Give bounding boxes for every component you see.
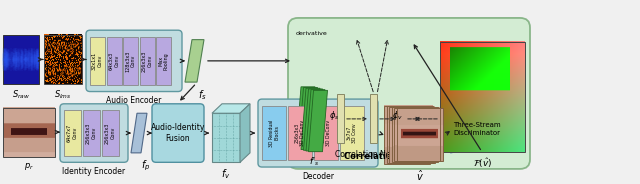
Text: 256x3x3
3D DeConv: 256x3x3 3D DeConv <box>294 120 305 146</box>
Text: 64x3x3
Conv: 64x3x3 Conv <box>109 52 120 70</box>
Text: Correlation Loss: Correlation Loss <box>344 152 422 161</box>
FancyBboxPatch shape <box>86 30 182 91</box>
Bar <box>102 110 119 156</box>
Polygon shape <box>296 87 315 148</box>
Text: 128x3x3
3D DeConv: 128x3x3 3D DeConv <box>321 120 332 146</box>
Polygon shape <box>212 104 250 113</box>
Polygon shape <box>451 106 509 153</box>
Text: $p_r$: $p_r$ <box>24 161 34 172</box>
Bar <box>3 108 55 157</box>
Polygon shape <box>185 40 204 82</box>
FancyBboxPatch shape <box>152 104 204 162</box>
Bar <box>370 94 377 144</box>
FancyBboxPatch shape <box>258 99 378 167</box>
Bar <box>384 106 430 164</box>
Text: 128x3x3
Conv: 128x3x3 Conv <box>125 50 136 72</box>
Text: derivative: derivative <box>296 31 328 36</box>
FancyBboxPatch shape <box>60 104 128 162</box>
Text: 256x3x3
Conv: 256x3x3 Conv <box>141 50 152 72</box>
Polygon shape <box>131 113 147 153</box>
Text: $S_{raw}$: $S_{raw}$ <box>12 89 30 101</box>
Text: $\mathcal{F}(\hat{v})$: $\mathcal{F}(\hat{v})$ <box>474 157 493 170</box>
Polygon shape <box>240 104 250 162</box>
Bar <box>440 42 525 152</box>
Bar <box>44 35 82 84</box>
Bar <box>389 107 435 163</box>
Text: $\hat{v}$: $\hat{v}$ <box>415 169 424 183</box>
Polygon shape <box>298 88 317 149</box>
Text: Decoder: Decoder <box>302 172 334 181</box>
Text: $\phi_v$: $\phi_v$ <box>392 109 404 122</box>
Bar <box>64 110 81 156</box>
Text: 256x3x3
Conv: 256x3x3 Conv <box>86 122 97 144</box>
Bar <box>83 110 100 156</box>
Text: Max
Pooling: Max Pooling <box>158 52 169 70</box>
Bar <box>392 107 438 162</box>
Text: Three-Stream
Discriminator: Three-Stream Discriminator <box>452 122 500 136</box>
Bar <box>123 37 138 85</box>
FancyBboxPatch shape <box>288 18 530 169</box>
Text: $f'_s$: $f'_s$ <box>308 156 319 168</box>
Text: Identity Encoder: Identity Encoder <box>63 167 125 176</box>
Bar <box>106 37 122 85</box>
Bar <box>314 106 338 160</box>
Text: 3D Residual
Blocks: 3D Residual Blocks <box>269 119 280 147</box>
Bar <box>337 94 344 144</box>
Polygon shape <box>308 90 328 152</box>
Text: $f_p$: $f_p$ <box>141 159 150 173</box>
Bar <box>212 113 240 162</box>
Bar <box>340 106 364 160</box>
Bar <box>262 106 286 160</box>
Bar <box>156 37 171 85</box>
Text: $\phi_s$: $\phi_s$ <box>329 109 339 122</box>
Bar <box>387 106 433 164</box>
Text: $f_v$: $f_v$ <box>221 167 231 181</box>
Text: $S_{lms}$: $S_{lms}$ <box>54 89 72 101</box>
Text: 256x3x3
Conv: 256x3x3 Conv <box>105 122 116 144</box>
Bar <box>394 108 440 161</box>
Bar <box>90 37 105 85</box>
Text: 32x1x1
Conv: 32x1x1 Conv <box>92 52 103 70</box>
Polygon shape <box>301 88 320 150</box>
Polygon shape <box>306 90 325 151</box>
Text: Audio Encoder: Audio Encoder <box>106 96 162 105</box>
Text: Correlation Networks: Correlation Networks <box>335 151 417 160</box>
Bar <box>140 37 154 85</box>
Text: Audio-Identity
Fusion: Audio-Identity Fusion <box>151 123 205 144</box>
Text: 64x7x7
Conv: 64x7x7 Conv <box>67 124 78 142</box>
Bar <box>288 106 312 160</box>
Bar <box>3 35 39 84</box>
Bar <box>397 108 442 161</box>
Text: 3x7x7
3D Conv: 3x7x7 3D Conv <box>347 123 357 143</box>
Text: $f_s$: $f_s$ <box>198 88 207 102</box>
Polygon shape <box>303 89 323 150</box>
